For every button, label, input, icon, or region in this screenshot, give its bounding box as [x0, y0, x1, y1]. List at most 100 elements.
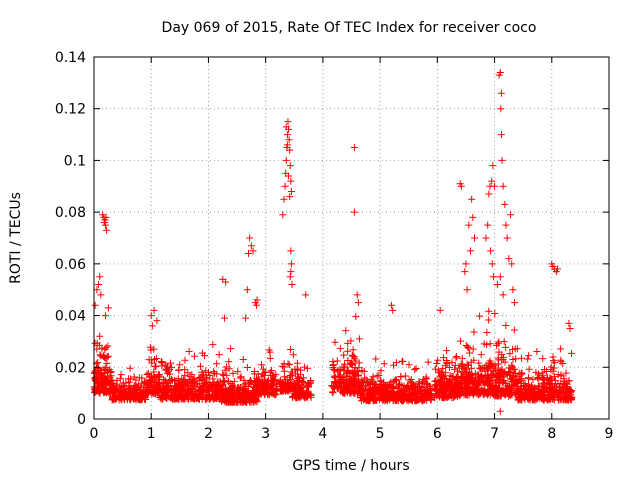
data-point — [494, 354, 502, 362]
data-point — [332, 379, 340, 387]
data-point — [565, 319, 573, 327]
data-point — [103, 226, 111, 234]
data-point — [136, 386, 144, 394]
data-point — [286, 162, 294, 170]
data-point — [340, 373, 348, 381]
x-tick-label: 4 — [318, 426, 327, 442]
data-point — [333, 383, 341, 391]
data-point — [304, 388, 312, 396]
data-point — [132, 383, 140, 391]
data-point — [226, 388, 234, 396]
data-point — [357, 382, 365, 390]
data-point — [188, 377, 196, 385]
data-point — [243, 363, 251, 371]
y-tick-label: 0.08 — [55, 205, 86, 221]
data-point — [376, 385, 384, 393]
data-point — [227, 345, 235, 353]
x-tick-label: 1 — [147, 426, 156, 442]
chart-title: Day 069 of 2015, Rate Of TEC Index for r… — [162, 20, 537, 36]
x-tick-label: 2 — [204, 426, 213, 442]
data-point — [333, 357, 341, 365]
data-point — [101, 312, 109, 320]
data-point — [232, 393, 240, 401]
data-point — [349, 346, 357, 354]
data-point — [196, 373, 204, 381]
data-point — [497, 105, 505, 113]
data-point — [566, 325, 574, 332]
data-point — [350, 208, 358, 216]
y-axis-ticks: 0 0.02 0.04 0.06 0.08 0.1 0.12 0.14 — [55, 50, 609, 428]
data-point — [356, 378, 364, 386]
data-point — [126, 382, 134, 390]
data-point — [183, 379, 191, 387]
data-point — [240, 381, 248, 389]
data-point — [486, 340, 494, 348]
data-point — [301, 363, 309, 371]
data-point — [213, 370, 221, 378]
data-point — [497, 89, 505, 97]
data-point — [243, 394, 251, 402]
data-point — [255, 390, 263, 398]
data-point — [470, 328, 478, 336]
data-point — [401, 372, 409, 380]
data-point — [411, 366, 419, 374]
data-point — [246, 377, 254, 385]
data-point — [348, 351, 356, 359]
data-point — [184, 387, 192, 395]
data-point — [190, 352, 198, 360]
data-point — [213, 360, 221, 368]
data-point — [456, 337, 464, 345]
data-point — [200, 377, 208, 385]
data-point — [280, 373, 288, 381]
data-point — [237, 395, 245, 403]
data-point — [405, 361, 413, 369]
data-point — [502, 343, 510, 351]
data-point — [463, 286, 471, 294]
data-point — [148, 322, 156, 330]
data-point — [328, 382, 336, 390]
data-point — [148, 383, 156, 391]
data-point — [142, 378, 150, 386]
data-point — [483, 329, 491, 337]
data-point — [239, 356, 247, 364]
data-point — [162, 379, 170, 387]
data-point — [349, 352, 357, 360]
data-point — [127, 392, 135, 400]
data-point — [225, 358, 233, 366]
data-point — [221, 393, 229, 401]
data-point — [261, 389, 269, 397]
data-point — [255, 377, 263, 385]
data-point — [225, 395, 233, 403]
data-point — [175, 366, 183, 374]
data-point — [203, 395, 211, 403]
x-axis-label: GPS time / hours — [292, 458, 409, 474]
data-point — [375, 389, 383, 397]
data-point — [299, 383, 307, 391]
data-point — [489, 273, 497, 281]
data-point — [347, 337, 355, 345]
x-tick-label: 8 — [547, 426, 556, 442]
data-point — [398, 389, 406, 397]
data-point — [371, 380, 379, 388]
data-point — [121, 394, 129, 402]
data-point — [296, 394, 304, 402]
data-point — [126, 395, 134, 403]
x-tick-label: 6 — [433, 426, 442, 442]
data-point — [502, 322, 510, 330]
data-point — [162, 361, 170, 369]
data-point — [341, 362, 349, 370]
data-point — [293, 385, 301, 393]
data-point — [243, 286, 251, 294]
data-point — [122, 389, 130, 397]
data-point — [215, 351, 223, 359]
data-point — [117, 371, 125, 379]
data-point — [130, 373, 138, 381]
data-point — [113, 380, 121, 388]
data-point — [340, 387, 348, 395]
data-point — [388, 301, 396, 309]
y-tick-label: 0.06 — [55, 257, 86, 273]
data-point — [209, 341, 217, 349]
data-point — [176, 361, 184, 369]
data-point — [221, 378, 229, 386]
data-point — [217, 382, 225, 390]
